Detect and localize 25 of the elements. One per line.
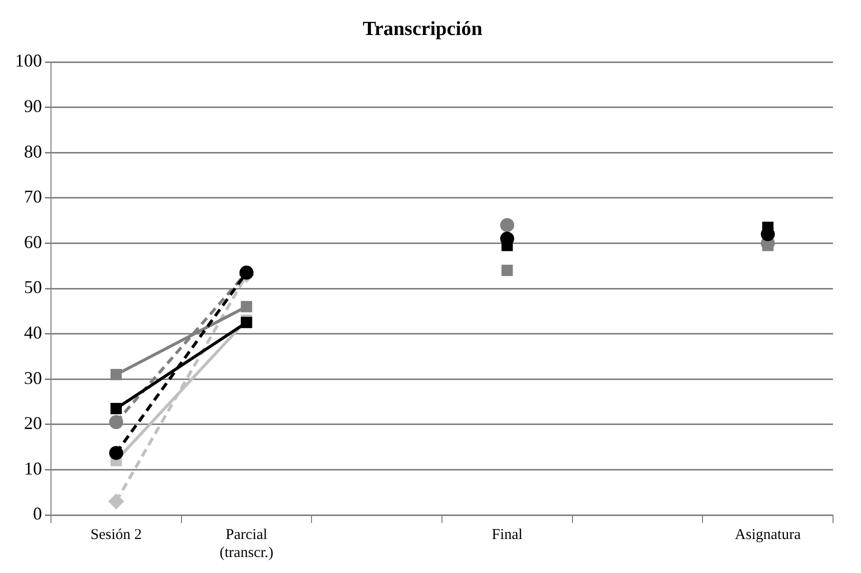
point <box>502 264 513 276</box>
point <box>240 316 252 328</box>
y-tick-label: 40 <box>24 322 42 343</box>
y-tick-label: 70 <box>24 186 42 207</box>
y-tick-label: 30 <box>24 368 42 388</box>
x-tick-label: Final <box>492 526 523 543</box>
y-tick-label: 90 <box>24 96 42 116</box>
chart-title: Transcripción <box>362 18 482 40</box>
y-tick-label: 20 <box>24 413 42 434</box>
point <box>109 415 124 430</box>
y-tick-label: 0 <box>33 504 42 524</box>
x-tick-label: Parcial (transcr.) <box>220 526 274 561</box>
point <box>240 300 252 312</box>
y-tick-label: 50 <box>24 277 42 298</box>
x-tick-label: Asignatura <box>734 526 802 543</box>
y-tick-label: 80 <box>24 141 42 162</box>
x-tick-label: Sesión 2 <box>90 526 142 543</box>
point <box>109 446 124 460</box>
point <box>110 368 122 380</box>
y-tick-label: 60 <box>24 232 42 252</box>
y-tick-label: 10 <box>24 458 42 478</box>
point <box>500 218 514 232</box>
point <box>110 402 122 414</box>
point <box>108 493 124 510</box>
y-tick-label: 100 <box>15 50 42 71</box>
